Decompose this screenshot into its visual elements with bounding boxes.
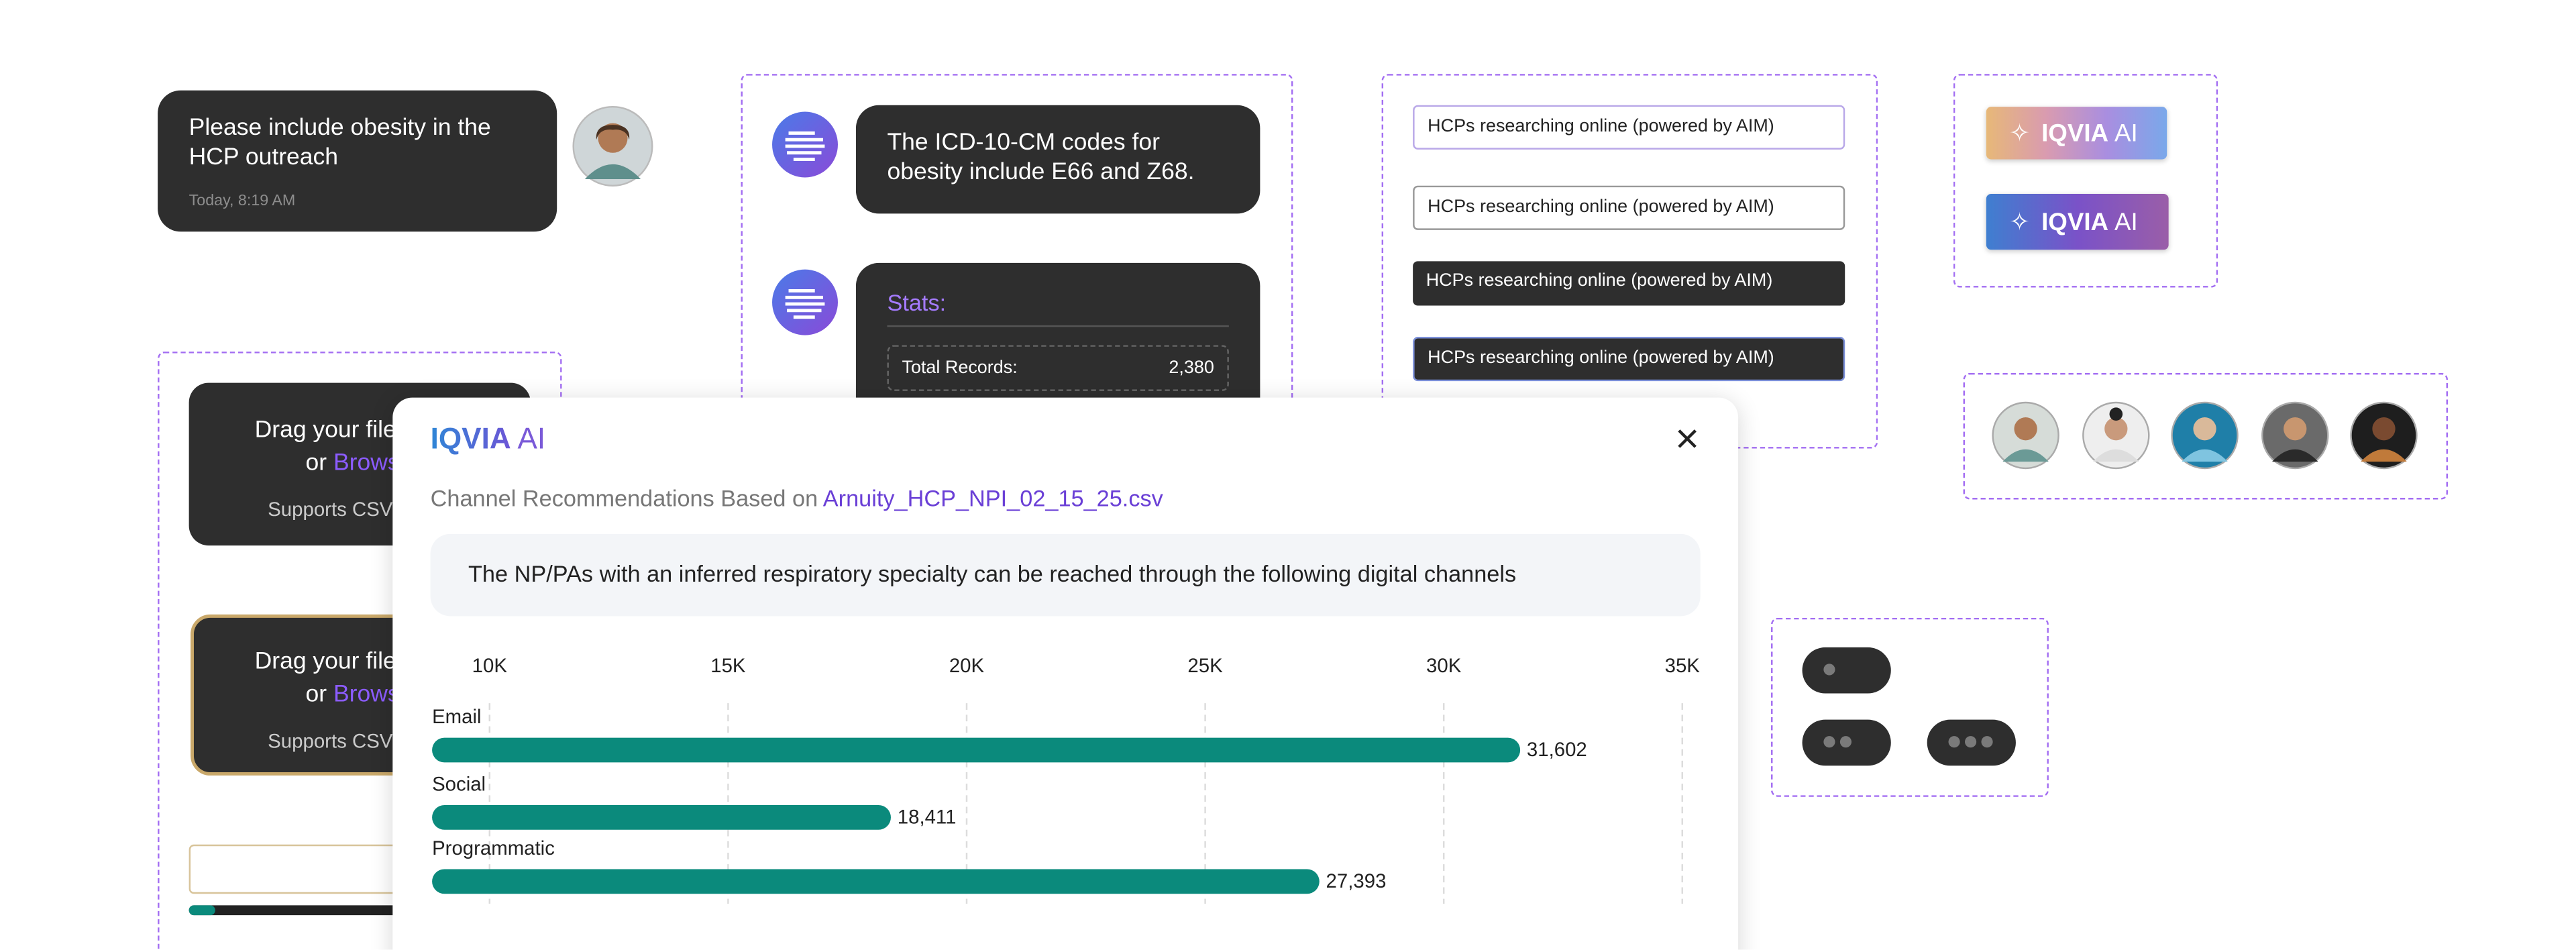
- avatar: [1992, 401, 2059, 470]
- ai-bubble: The ICD-10-CM codes for obesity include …: [855, 105, 1260, 214]
- close-button[interactable]: [1677, 429, 1697, 448]
- buttons-frame: [1953, 74, 2218, 288]
- stats-title: Stats:: [887, 289, 1229, 327]
- modal-subtitle: Channel Recommendations Based on Arnuity…: [431, 484, 1163, 511]
- bar: [432, 737, 1521, 763]
- bar: [432, 869, 1320, 894]
- user-bubble: Please include obesity in the HCP outrea…: [158, 90, 557, 232]
- user-avatar: [572, 105, 653, 187]
- button-brand: IQVIA: [2041, 119, 2108, 148]
- x-tick-label: 25K: [1187, 655, 1223, 677]
- avatars-frame: [1963, 372, 2449, 500]
- stats-value: 2,380: [1169, 358, 1214, 378]
- upload-text: Drag your file: [254, 417, 396, 444]
- avatar: [2171, 401, 2239, 470]
- avatar: [2082, 401, 2150, 470]
- x-tick-label: 35K: [1665, 655, 1701, 677]
- user-message: Please include obesity in the HCP outrea…: [189, 115, 491, 171]
- ai-avatar: [772, 111, 838, 178]
- button-suffix: AI: [2114, 119, 2138, 148]
- button-suffix: AI: [2114, 207, 2138, 236]
- x-tick-label: 30K: [1426, 655, 1462, 677]
- bar-chart: 10K 15K 20K 25K 30K 35K Email 31,602 Social 18,41…: [432, 655, 1701, 904]
- logo-brand: IQVIA: [430, 422, 511, 456]
- ai-message: The ICD-10-CM codes for obesity include …: [887, 129, 1195, 186]
- ai-button[interactable]: ✧ IQVIA AI: [1986, 193, 2169, 250]
- modal-logo: IQVIA AI: [431, 422, 546, 456]
- upload-or-text: or: [305, 682, 327, 708]
- value-label: 27,393: [1326, 870, 1387, 892]
- x-tick-label: 20K: [949, 655, 985, 677]
- message-time: Today, 8:19 AM: [189, 192, 296, 211]
- progress-fill: [189, 905, 215, 916]
- category-label: Email: [432, 706, 481, 728]
- ai-avatar: [772, 269, 838, 335]
- sparkle-icon: ✧: [2009, 119, 2030, 148]
- avatar: [2350, 401, 2418, 470]
- sparkle-icon: ✧: [2009, 209, 2030, 237]
- text-input[interactable]: HCPs researching online (powered by AIM): [1413, 185, 1845, 230]
- file-link[interactable]: Arnuity_HCP_NPI_02_15_25.csv: [822, 484, 1163, 511]
- logo-suffix: AI: [517, 422, 546, 456]
- text-input[interactable]: HCPs researching online (powered by AIM): [1413, 105, 1845, 150]
- typing-indicator: [1802, 647, 1891, 694]
- category-label: Social: [432, 773, 486, 795]
- description: The NP/PAs with an inferred respiratory …: [430, 533, 1701, 617]
- bar: [432, 805, 891, 830]
- typing-frame: [1771, 617, 2049, 797]
- ai-button[interactable]: ✧ IQVIA AI: [1986, 107, 2167, 160]
- category-label: Programmatic: [432, 837, 555, 859]
- modal: IQVIA AI Channel Recommendations Based o…: [392, 397, 1739, 950]
- avatar: [2261, 401, 2329, 470]
- x-tick-label: 10K: [472, 655, 508, 677]
- stats-label: Total Records:: [902, 358, 1018, 378]
- button-brand: IQVIA: [2041, 207, 2108, 236]
- stats-row: Total Records: 2,380: [887, 345, 1229, 391]
- x-tick-label: 15K: [710, 655, 746, 677]
- text-input[interactable]: HCPs researching online (powered by AIM): [1413, 337, 1845, 382]
- typing-indicator: [1927, 719, 2016, 766]
- value-label: 31,602: [1527, 739, 1587, 761]
- value-label: 18,411: [898, 806, 957, 828]
- subtitle-text: Channel Recommendations Based on: [430, 484, 818, 511]
- upload-or-text: or: [305, 450, 327, 477]
- typing-indicator: [1802, 719, 1891, 766]
- text-input[interactable]: HCPs researching online (powered by AIM): [1413, 261, 1845, 306]
- avatar-row: [1992, 401, 2418, 470]
- upload-note: Supports CSV: [268, 498, 393, 521]
- upload-text: Drag your file: [254, 649, 396, 676]
- upload-note: Supports CSV: [268, 729, 393, 753]
